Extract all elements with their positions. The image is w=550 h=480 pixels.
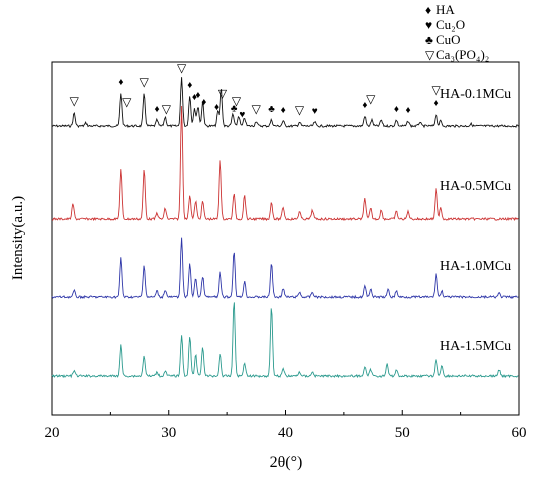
phase-marker: ▽ (252, 102, 262, 116)
phase-marker: ♦ (192, 92, 197, 103)
x-axis-label: 2θ(°) (270, 454, 303, 471)
series-label-3: HA-1.0MCu (440, 259, 511, 274)
phase-marker: ▽ (218, 87, 228, 101)
x-tick-label: 50 (395, 425, 410, 441)
phase-marker: ♦ (155, 104, 160, 115)
phase-marker: ▽ (295, 103, 305, 117)
xrd-traces (51, 77, 519, 379)
series-label-2: HA-0.5MCu (440, 179, 511, 194)
phase-marker: ♣ (231, 104, 238, 115)
phase-marker: ♥ (312, 106, 318, 117)
series-line-3 (51, 237, 519, 300)
phase-marker: ♦ (118, 77, 123, 88)
phase-marker: ♦ (434, 98, 439, 109)
legend-symbol: ♦ (425, 3, 431, 17)
phase-marker: ♣ (268, 104, 275, 115)
phase-marker: ♦ (187, 80, 192, 91)
series-label-1: HA-0.1MCu (440, 87, 511, 102)
phase-marker: ▽ (122, 95, 132, 109)
phase-marker: ♦ (195, 90, 200, 101)
series-line-4 (51, 302, 519, 379)
phase-marker: ♦ (214, 102, 219, 113)
phase-marker: ♦ (406, 105, 411, 116)
phase-marker: ▽ (162, 102, 172, 116)
phase-markers: ▽♦▽▽♦ ▽▽♦♦♦♦ ♦▽♣▽♥ ▽ ♣ ♦ ▽ ♥♦▽♦ ♦♦▽ (70, 61, 442, 120)
legend-label: Cu₂O (436, 17, 465, 32)
y-axis-label: Intensity(a.u.) (10, 196, 26, 280)
series-labels: HA-0.1MCu HA-0.5MCu HA-1.0MCu HA-1.5MCu (440, 87, 511, 354)
legend: ♦ HA ♥ Cu₂O♣ CuO▽ Ca₃(PO₄)₂ (425, 2, 489, 62)
phase-marker: ▽ (232, 94, 242, 108)
legend-symbol: ♣ (425, 33, 433, 47)
legend-symbol: ▽ (425, 48, 435, 62)
legend-symbol: ♥ (425, 18, 432, 32)
phase-marker: ♦ (281, 105, 286, 116)
phase-marker: ▽ (140, 75, 150, 89)
series-line-2 (51, 105, 519, 222)
legend-label: HA (436, 2, 455, 17)
x-tick-label: 60 (512, 425, 527, 441)
legend-label: Ca₃(PO₄)₂ (436, 47, 489, 62)
phase-marker: ▽ (177, 61, 187, 75)
legend-label: CuO (436, 32, 461, 47)
x-tick-label: 20 (45, 425, 60, 441)
phase-marker: ▽ (431, 83, 441, 97)
phase-marker: ▽ (366, 92, 376, 106)
phase-marker: ♦ (362, 100, 367, 111)
x-tick-label: 30 (161, 425, 176, 441)
phase-marker: ♦ (394, 104, 399, 115)
series-line-1 (51, 77, 519, 129)
phase-marker: ♦ (201, 97, 206, 108)
series-label-4: HA-1.5MCu (440, 339, 511, 354)
phase-marker: ▽ (70, 94, 80, 108)
x-tick-label: 40 (278, 425, 293, 441)
x-axis: 20 30 40 50 60 (45, 410, 527, 441)
phase-marker: ♥ (239, 109, 245, 120)
